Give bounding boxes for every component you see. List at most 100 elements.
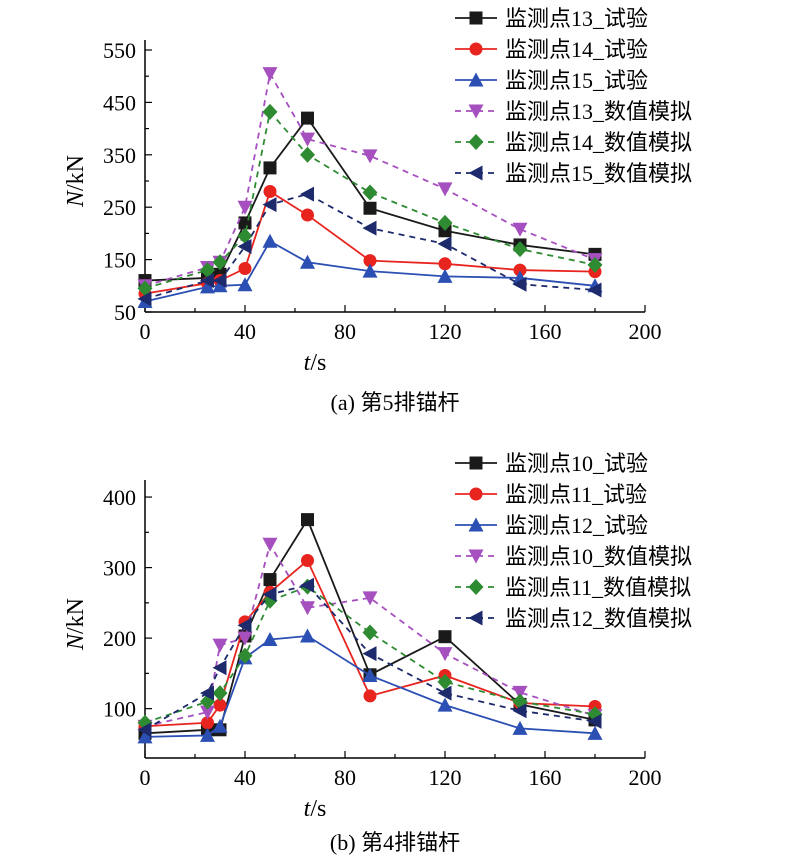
data-point [200,727,215,742]
data-point [362,667,378,682]
data-point [437,647,453,662]
legend-label: 监测点14_试验 [505,37,648,62]
legend-label: 监测点13_试验 [505,6,648,31]
x-tick-label-b: 0 [140,765,151,790]
data-point [212,273,227,289]
data-point [512,685,528,700]
data-point [262,67,278,82]
data-point [438,257,452,271]
data-point [237,631,253,646]
data-point [300,601,315,616]
legend-item: 监测点14_数值模拟 [455,130,692,155]
legend-marker [469,11,483,25]
data-point [362,149,378,164]
data-point [362,263,378,278]
data-point [263,573,277,587]
legend-item: 监测点10_数值模拟 [455,544,692,569]
data-point [238,216,252,230]
data-point [363,254,377,268]
data-point [263,184,277,198]
data-point [301,208,314,222]
series-line [144,584,596,731]
chart-panel-b: 0 40 80 120 160 200 100 200 300 400 t/s N/kN 监测点10_试… [63,451,692,855]
y-tick-label-b: 100 [103,697,136,722]
data-point [362,591,378,606]
data-point [200,685,214,701]
data-point [200,273,214,289]
legend-item: 监测点11_试验 [455,482,647,507]
data-point [587,725,603,740]
x-tick-label-a: 120 [429,319,462,344]
legend-item: 监测点12_数值模拟 [455,606,692,631]
series-b-5 [137,577,602,738]
data-point [238,262,252,276]
legend-marker [468,517,484,532]
data-point [512,703,527,719]
x-tick-label-a: 80 [334,319,356,344]
y-tick-label-a: 550 [103,38,136,63]
data-point [437,673,453,690]
legend-marker [468,579,484,595]
legend-marker [468,610,483,626]
data-point [137,280,153,297]
data-point [212,278,228,293]
data-point [262,537,278,552]
data-point [212,660,227,676]
y-tick-label-a: 150 [103,248,136,273]
data-point [237,200,253,215]
legend-item: 监测点14_试验 [455,37,648,62]
series-line [144,559,596,728]
data-point [213,698,227,712]
data-point [437,697,453,712]
legend-item: 监测点15_试验 [455,68,648,93]
data-point [263,161,277,175]
plot-area-b: 0 40 80 120 160 200 100 200 300 400 t/s N/kN 监测点10_试… [63,451,692,822]
data-point [200,262,215,279]
plot-area-a: 0 40 80 120 160 200 50 150 250 350 450 550 t/s N/kN 监测… [63,6,692,376]
x-tick-label-b: 160 [529,765,562,790]
caption-b: (b) 第4排锚杆 [330,830,460,855]
data-point [137,722,152,738]
legend-marker [469,487,483,501]
data-point [237,239,252,254]
y-tick-label-b: 400 [103,485,136,510]
legend-marker [469,42,483,56]
x-tick-label-a: 200 [629,319,662,344]
x-tick-label-b: 200 [629,765,662,790]
data-point [363,689,377,703]
legend-a: 监测点13_试验监测点14_试验监测点15_试验监测点13_数值模拟监测点14_… [455,6,692,186]
data-point [300,146,315,163]
data-point [262,233,278,248]
x-tick-label-b: 80 [334,765,356,790]
data-point [212,718,228,733]
legend-b: 监测点10_试验监测点11_试验监测点12_试验监测点10_数值模拟监测点11_… [455,451,692,631]
legend-item: 监测点12_试验 [455,513,648,538]
data-point [212,685,228,702]
y-tick-label-b: 200 [103,626,136,651]
legend-label: 监测点14_数值模拟 [505,130,692,155]
legend-label: 监测点12_数值模拟 [505,606,692,631]
series-b-2 [137,628,603,744]
chart-panel-a: 0 40 80 120 160 200 50 150 250 350 450 550 t/s N/kN 监测… [63,6,692,415]
data-point [587,256,603,273]
data-point [513,263,527,277]
data-point [362,646,377,662]
legend-label: 监测点12_试验 [505,513,648,538]
y-axis-label-b: N/kN [63,598,89,651]
legend-label: 监测点15_数值模拟 [505,161,692,186]
x-tick-label-b: 40 [234,765,256,790]
data-point [200,279,215,294]
data-point [237,228,253,245]
data-point [437,236,452,252]
legend-marker [469,456,483,470]
y-tick-label-a: 350 [103,143,136,168]
data-point [262,103,278,120]
data-point [301,513,314,527]
legend-label: 监测点10_试验 [505,451,648,476]
data-point [437,268,453,283]
data-point [262,632,278,647]
legend-item: 监测点10_试验 [455,451,648,476]
data-point [512,720,528,735]
data-point [301,554,314,568]
data-point [237,277,253,292]
